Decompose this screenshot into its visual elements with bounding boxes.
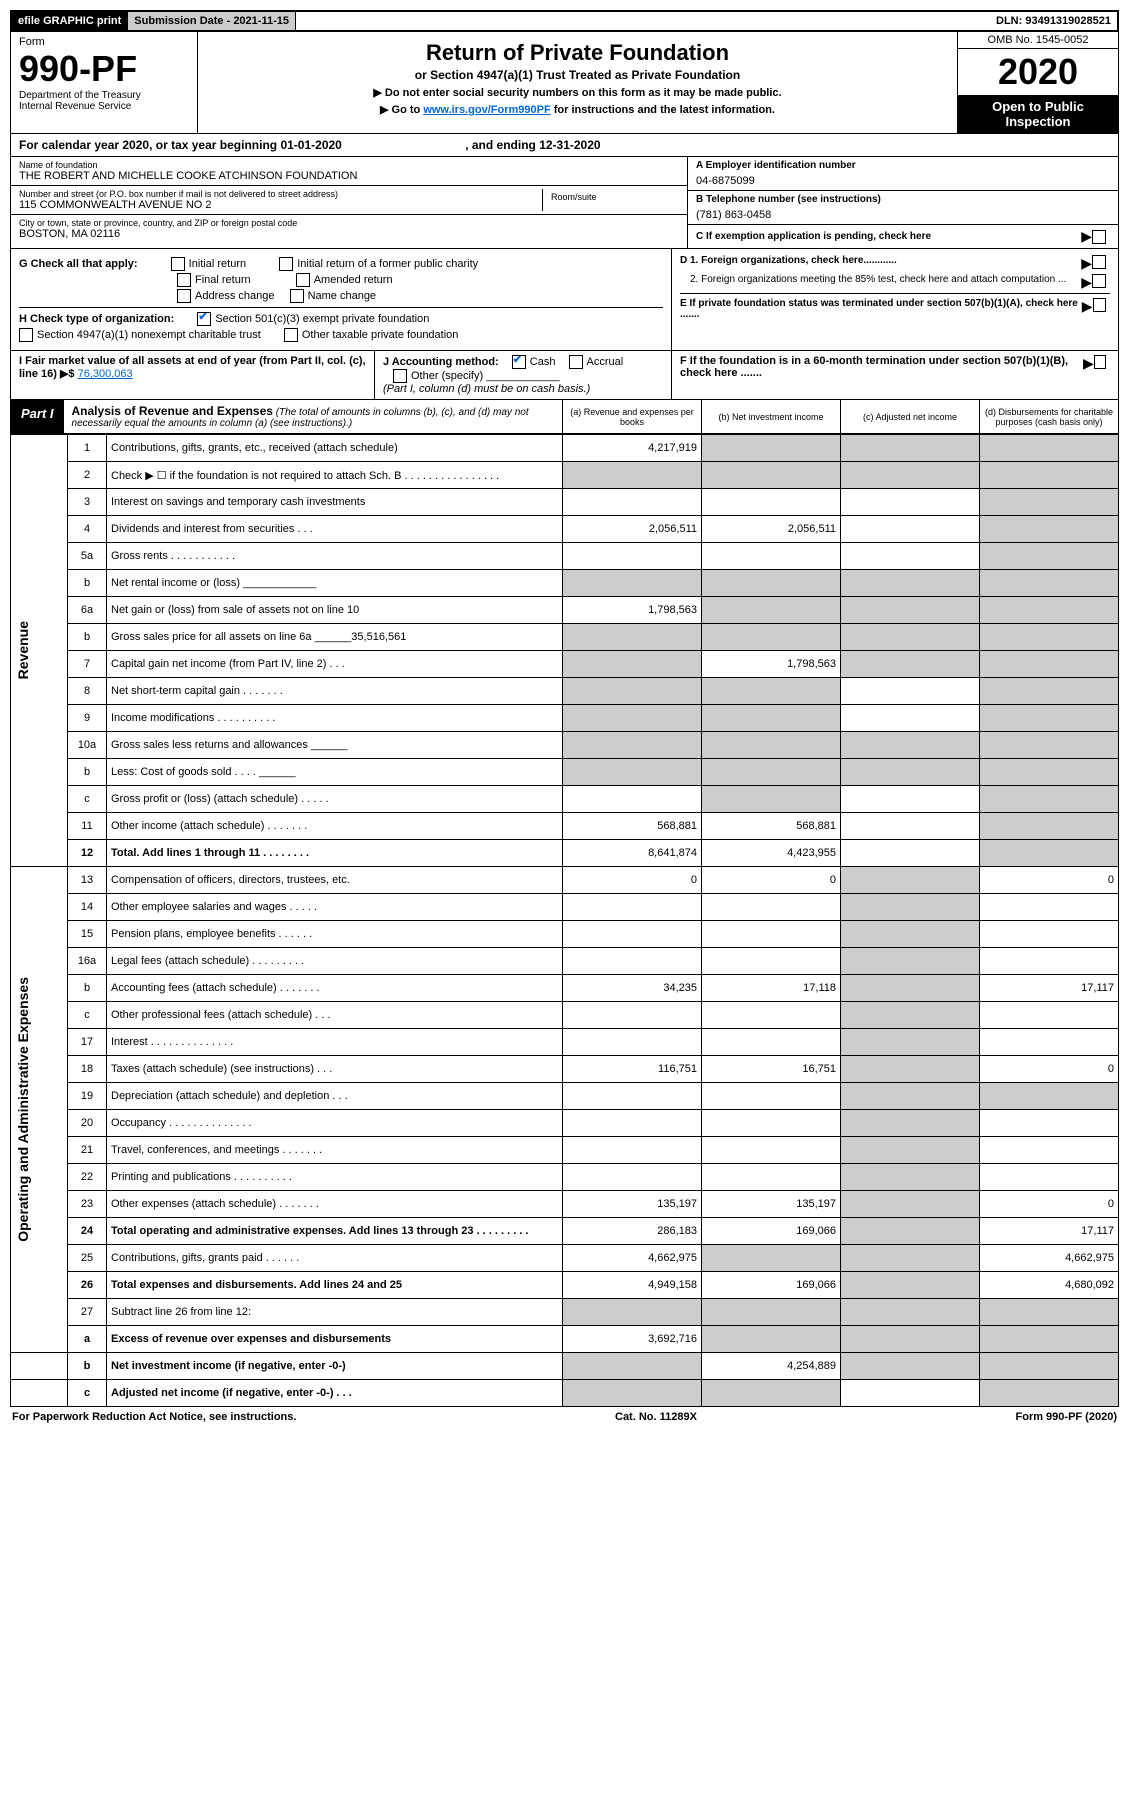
other-method-checkbox[interactable]	[393, 369, 407, 383]
d1-label: D 1. Foreign organizations, check here..…	[680, 255, 897, 272]
ein: 04-6875099	[696, 175, 1110, 187]
calendar-year-row: For calendar year 2020, or tax year begi…	[10, 134, 1119, 157]
4947-checkbox[interactable]	[19, 328, 33, 342]
addr-label: Number and street (or P.O. box number if…	[19, 189, 542, 199]
initial-return-checkbox[interactable]	[171, 257, 185, 271]
part1-label: Part I	[11, 400, 64, 433]
city: BOSTON, MA 02116	[19, 228, 679, 240]
part1-table: Revenue 1Contributions, gifts, grants, e…	[10, 434, 1119, 1407]
form-ref: Form 990-PF (2020)	[1016, 1411, 1117, 1423]
name-label: Name of foundation	[19, 160, 679, 170]
revenue-label: Revenue	[15, 621, 31, 679]
form-header: Form 990-PF Department of the Treasury I…	[10, 32, 1119, 134]
footer: For Paperwork Reduction Act Notice, see …	[10, 1407, 1119, 1427]
omb: OMB No. 1545-0052	[958, 32, 1118, 49]
entity-block: Name of foundation THE ROBERT AND MICHEL…	[10, 157, 1119, 249]
address-change-checkbox[interactable]	[177, 289, 191, 303]
e-label: E If private foundation status was termi…	[680, 298, 1082, 320]
irs: Internal Revenue Service	[19, 101, 189, 112]
dept: Department of the Treasury	[19, 90, 189, 101]
expenses-label: Operating and Administrative Expenses	[15, 977, 31, 1242]
ijf-row: I Fair market value of all assets at end…	[10, 351, 1119, 400]
form-title: Return of Private Foundation	[204, 40, 951, 66]
f-checkbox[interactable]	[1094, 355, 1106, 369]
accrual-checkbox[interactable]	[569, 355, 583, 369]
phone: (781) 863-0458	[696, 209, 1110, 221]
room-label: Room/suite	[551, 192, 671, 202]
g-d-section: G Check all that apply: Initial return I…	[10, 249, 1119, 351]
col-d: (d) Disbursements for charitable purpose…	[979, 400, 1118, 433]
col-b: (b) Net investment income	[701, 400, 840, 433]
cat-no: Cat. No. 11289X	[615, 1411, 697, 1423]
d2-checkbox[interactable]	[1092, 274, 1106, 288]
form-subtitle: or Section 4947(a)(1) Trust Treated as P…	[204, 68, 951, 82]
form-number: 990-PF	[19, 48, 189, 90]
f-label: F If the foundation is in a 60-month ter…	[680, 355, 1083, 395]
e-checkbox[interactable]	[1093, 298, 1106, 312]
city-label: City or town, state or province, country…	[19, 218, 679, 228]
h-label: H Check type of organization:	[19, 313, 174, 325]
fmv-value[interactable]: 76,300,063	[78, 368, 133, 380]
final-return-checkbox[interactable]	[177, 273, 191, 287]
i-label: I Fair market value of all assets at end…	[19, 355, 366, 380]
note2: ▶ Go to www.irs.gov/Form990PF for instru…	[204, 103, 951, 116]
d2-label: 2. Foreign organizations meeting the 85%…	[690, 274, 1066, 291]
d1-checkbox[interactable]	[1092, 255, 1106, 269]
col-a: (a) Revenue and expenses per books	[562, 400, 701, 433]
j-label: J Accounting method:	[383, 356, 499, 368]
note1: ▶ Do not enter social security numbers o…	[204, 86, 951, 99]
header-bar: efile GRAPHIC print Submission Date - 20…	[10, 10, 1119, 32]
open-public: Open to Public Inspection	[958, 95, 1118, 133]
submission-date: Submission Date - 2021-11-15	[128, 12, 296, 30]
part1-header: Part I Analysis of Revenue and Expenses …	[10, 400, 1119, 434]
arrow-icon: ▶	[1081, 228, 1092, 245]
form-word: Form	[19, 36, 189, 48]
initial-former-checkbox[interactable]	[279, 257, 293, 271]
col-c: (c) Adjusted net income	[840, 400, 979, 433]
paperwork-notice: For Paperwork Reduction Act Notice, see …	[12, 1411, 296, 1423]
foundation-name: THE ROBERT AND MICHELLE COOKE ATCHINSON …	[19, 170, 679, 182]
c-checkbox[interactable]	[1092, 230, 1106, 244]
tax-year: 2020	[958, 49, 1118, 95]
efile-label: efile GRAPHIC print	[12, 12, 128, 30]
phone-label: B Telephone number (see instructions)	[696, 194, 1110, 205]
j-note: (Part I, column (d) must be on cash basi…	[383, 383, 663, 395]
other-taxable-checkbox[interactable]	[284, 328, 298, 342]
part1-title: Analysis of Revenue and Expenses	[72, 404, 273, 418]
ein-label: A Employer identification number	[696, 160, 1110, 171]
g-label: G Check all that apply:	[19, 258, 138, 270]
501c3-checkbox[interactable]	[197, 312, 211, 326]
form990pf-link[interactable]: www.irs.gov/Form990PF	[423, 104, 550, 116]
cash-checkbox[interactable]	[512, 355, 526, 369]
dln: DLN: 93491319028521	[990, 12, 1117, 30]
amended-return-checkbox[interactable]	[296, 273, 310, 287]
name-change-checkbox[interactable]	[290, 289, 304, 303]
c-label: C If exemption application is pending, c…	[696, 231, 931, 242]
address: 115 COMMONWEALTH AVENUE NO 2	[19, 199, 542, 211]
